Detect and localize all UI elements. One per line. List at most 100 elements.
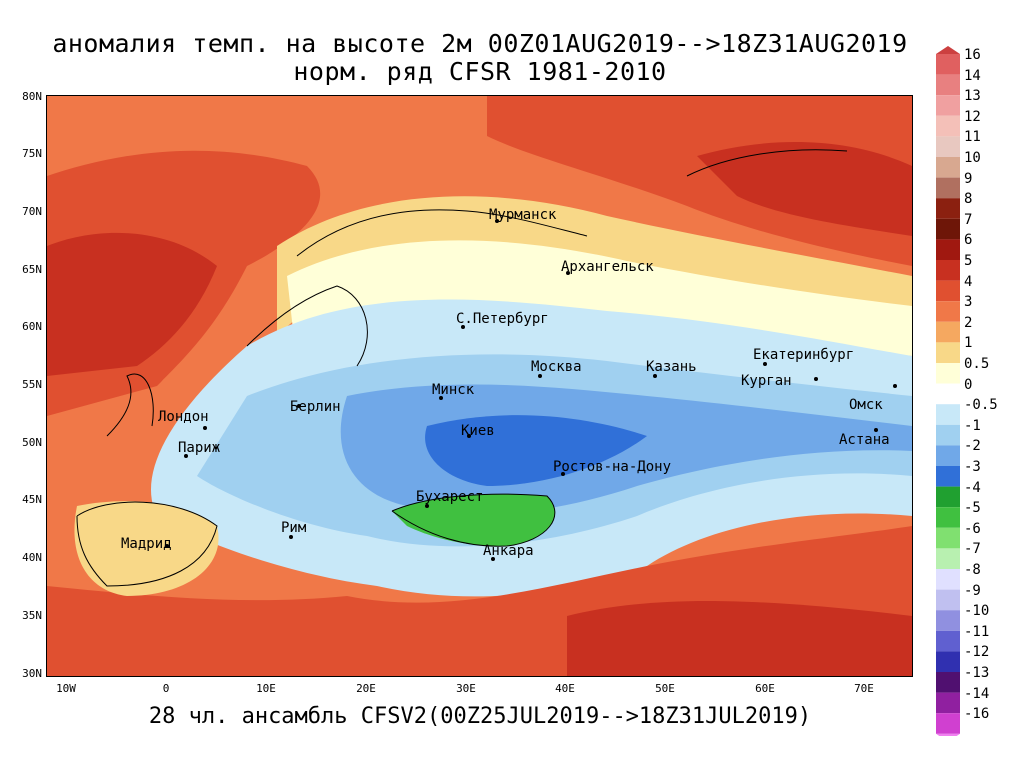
city-label-kurgan: Курган xyxy=(741,373,792,389)
legend-swatch xyxy=(936,610,960,631)
anomaly-region-very-warm-kara xyxy=(697,142,912,236)
lat-tick: 60N xyxy=(22,320,42,333)
lon-tick: 30E xyxy=(456,682,476,695)
city-label-st-petersburg: С.Петербург xyxy=(456,311,549,327)
coastline-novaya-zemlya xyxy=(686,149,848,177)
lon-tick: 10W xyxy=(56,682,76,695)
lat-tick: 80N xyxy=(22,90,42,103)
legend-swatch xyxy=(936,692,960,714)
lon-tick: 60E xyxy=(755,682,775,695)
legend-label: -13 xyxy=(964,665,990,681)
legend-label: 2 xyxy=(964,314,973,331)
legend-swatch xyxy=(936,157,960,178)
city-label-london: Лондон xyxy=(158,409,209,425)
legend-label: 14 xyxy=(964,67,981,84)
legend-label: 13 xyxy=(964,88,981,105)
legend-swatch xyxy=(936,548,960,569)
city-label-bucharest: Бухарест xyxy=(416,489,484,505)
legend-swatch xyxy=(936,569,960,590)
legend-swatch xyxy=(936,321,960,343)
city-dot-kazan xyxy=(653,374,657,378)
legend-swatch xyxy=(936,239,960,260)
anomaly-region-very-warm-atlantic xyxy=(47,232,217,376)
legend-swatch xyxy=(936,363,960,384)
legend-swatch xyxy=(936,466,960,487)
legend-swatch xyxy=(936,424,960,446)
legend-swatch xyxy=(936,589,960,611)
city-label-rome: Рим xyxy=(281,520,307,536)
city-dot-bucharest xyxy=(425,504,429,508)
legend-label: -0.5 xyxy=(964,397,998,414)
city-dot-berlin xyxy=(297,404,301,408)
city-label-paris: Париж xyxy=(178,440,221,456)
legend-label: -5 xyxy=(964,500,981,517)
anomaly-region-very-warm-south xyxy=(567,601,912,676)
legend-swatch xyxy=(936,115,960,137)
color-legend-bar xyxy=(936,46,960,736)
coastline-iberia xyxy=(76,501,218,587)
city-label-berlin: Берлин xyxy=(290,399,341,415)
legend-label: 3 xyxy=(964,294,973,311)
legend-label: 11 xyxy=(964,129,981,146)
legend-label: -10 xyxy=(964,603,990,620)
legend-swatch xyxy=(936,260,960,281)
map-svg xyxy=(47,96,912,676)
lat-tick: 70N xyxy=(22,205,42,218)
city-label-omsk: Омск xyxy=(849,397,883,413)
legend-swatch xyxy=(936,507,960,528)
legend-label: 0.5 xyxy=(964,356,990,372)
legend-label: -16 xyxy=(964,706,990,723)
lat-tick: 30N xyxy=(22,667,42,680)
anomaly-region-iberia xyxy=(74,501,219,596)
lon-tick: 50E xyxy=(655,682,675,695)
coastline-scandinavia xyxy=(296,209,588,257)
city-label-kiev: Киев xyxy=(461,423,495,439)
city-label-minsk: Минск xyxy=(432,382,475,398)
city-dot-minsk xyxy=(439,396,443,400)
city-dot-london xyxy=(203,426,207,430)
lon-tick: 40E xyxy=(555,682,575,695)
legend-label: -14 xyxy=(964,685,990,702)
city-dot-rostov xyxy=(561,472,565,476)
legend-swatch xyxy=(936,404,960,425)
legend-swatch xyxy=(936,445,960,466)
map-title: аномалия темп. на высоте 2м 00Z01AUG2019… xyxy=(52,29,908,58)
legend-swatch xyxy=(936,280,960,302)
legend-label: -9 xyxy=(964,582,981,599)
legend-label: 9 xyxy=(964,170,973,187)
city-dot-rome xyxy=(289,535,293,539)
city-dot-ankara xyxy=(491,557,495,561)
legend-swatch xyxy=(936,630,960,652)
legend-swatch xyxy=(936,672,960,693)
legend-swatch xyxy=(936,342,960,363)
legend-label: -6 xyxy=(964,520,981,537)
legend-swatch xyxy=(936,95,960,116)
legend-swatch xyxy=(936,301,960,322)
legend-label: 4 xyxy=(964,273,973,290)
legend-swatch xyxy=(936,651,960,672)
city-dot-astana xyxy=(874,428,878,432)
legend-label: -12 xyxy=(964,644,990,661)
legend-label: 7 xyxy=(964,211,973,228)
legend-label: -3 xyxy=(964,459,981,475)
legend-label: -8 xyxy=(964,562,981,578)
legend-swatch xyxy=(936,177,960,199)
legend-label: -7 xyxy=(964,541,981,558)
city-label-kazan: Казань xyxy=(646,359,697,375)
coastline-norway xyxy=(246,285,368,367)
legend-label: 0 xyxy=(964,376,973,393)
lat-tick: 65N xyxy=(22,263,42,276)
map-subtitle: норм. ряд CFSR 1981-2010 xyxy=(293,57,667,86)
legend-swatch xyxy=(936,218,960,240)
lat-tick: 35N xyxy=(22,609,42,622)
city-label-moscow: Москва xyxy=(531,359,582,375)
legend-label: 12 xyxy=(964,108,981,125)
lat-tick: 45N xyxy=(22,493,42,506)
legend-swatch xyxy=(936,74,960,96)
legend-label: -2 xyxy=(964,438,981,455)
coastline-britain xyxy=(106,373,154,437)
city-label-rostov: Ростов-на-Дону xyxy=(553,459,672,475)
lat-tick: 75N xyxy=(22,147,42,160)
lon-tick: 0 xyxy=(162,682,170,695)
city-dot-omsk xyxy=(893,384,897,388)
